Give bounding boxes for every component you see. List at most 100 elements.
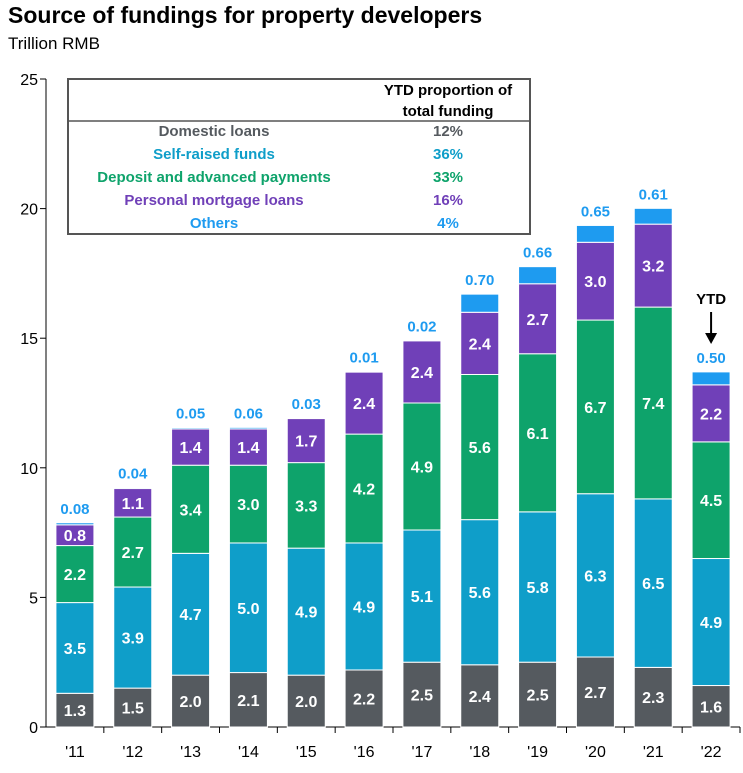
bar-segment bbox=[402, 339, 442, 342]
segment-value-label: 3.3 bbox=[295, 498, 317, 515]
y-tick-label: 10 bbox=[20, 461, 38, 478]
segment-value-label: 2.7 bbox=[122, 545, 144, 562]
legend-series-pct: 16% bbox=[433, 192, 463, 209]
segment-value-label: 6.3 bbox=[584, 568, 606, 585]
ytd-arrow-head bbox=[705, 333, 718, 344]
legend-series-name: Domestic loans bbox=[159, 123, 270, 140]
bar-segment bbox=[518, 266, 558, 285]
x-tick-label: '21 bbox=[643, 744, 664, 761]
chart-title: Source of fundings for property develope… bbox=[8, 2, 483, 28]
segment-value-label: 5.1 bbox=[411, 589, 433, 606]
legend-series-pct: 12% bbox=[433, 123, 463, 140]
segment-value-label: 3.9 bbox=[122, 631, 144, 648]
segment-value-label: 4.9 bbox=[295, 605, 317, 622]
others-value-label: 0.08 bbox=[60, 501, 89, 518]
bar-segment bbox=[575, 656, 615, 728]
chart-subtitle: Trillion RMB bbox=[8, 34, 100, 53]
bar-segment bbox=[228, 672, 268, 728]
segment-value-label: 2.4 bbox=[469, 689, 491, 706]
x-tick-label: '17 bbox=[411, 744, 432, 761]
bar-segment bbox=[113, 516, 153, 588]
bar-segment bbox=[113, 486, 153, 490]
segment-value-label: 2.2 bbox=[700, 406, 722, 423]
segment-value-label: 4.9 bbox=[353, 599, 375, 616]
segment-value-label: 2.1 bbox=[237, 693, 259, 710]
others-value-label: 0.01 bbox=[349, 350, 378, 367]
segment-value-label: 2.7 bbox=[584, 685, 606, 702]
segment-value-label: 3.5 bbox=[64, 641, 86, 658]
bar-segment bbox=[55, 545, 95, 604]
x-tick-label: '18 bbox=[469, 744, 490, 761]
y-tick-label: 25 bbox=[20, 72, 38, 89]
bar-segment bbox=[286, 417, 326, 420]
bar-segment bbox=[691, 371, 731, 386]
segment-value-label: 2.7 bbox=[526, 312, 548, 329]
segment-value-label: 5.6 bbox=[469, 440, 491, 457]
bar-segment bbox=[633, 498, 673, 668]
bar-segment bbox=[286, 674, 326, 728]
segment-value-label: 6.1 bbox=[526, 426, 548, 443]
others-value-label: 0.05 bbox=[176, 406, 205, 423]
bar-segment bbox=[228, 426, 268, 430]
bar-segment bbox=[228, 464, 268, 544]
segment-value-label: 1.1 bbox=[122, 496, 144, 513]
legend-series-name: Deposit and advanced payments bbox=[97, 169, 330, 186]
segment-value-label: 3.4 bbox=[179, 502, 201, 519]
segment-value-label: 2.5 bbox=[526, 688, 548, 705]
segment-value-label: 6.5 bbox=[642, 576, 664, 593]
others-value-label: 0.70 bbox=[465, 272, 494, 289]
segment-value-label: 1.7 bbox=[295, 434, 317, 451]
legend-series-pct: 33% bbox=[433, 169, 463, 186]
others-value-label: 0.06 bbox=[234, 405, 263, 422]
legend-header-text: total funding bbox=[403, 103, 494, 120]
bar-segment bbox=[460, 293, 500, 313]
segment-value-label: 2.4 bbox=[353, 396, 375, 413]
segment-value-label: 2.3 bbox=[642, 690, 664, 707]
y-tick-label: 0 bbox=[29, 720, 38, 737]
segment-value-label: 4.2 bbox=[353, 482, 375, 499]
bar-segment bbox=[518, 661, 558, 728]
segment-value-label: 5.6 bbox=[469, 585, 491, 602]
legend-series-name: Others bbox=[190, 215, 238, 232]
bar-segment bbox=[575, 224, 615, 243]
bar-segment bbox=[344, 371, 384, 435]
others-value-label: 0.65 bbox=[581, 203, 610, 220]
ytd-annotation: YTD bbox=[696, 291, 726, 344]
x-tick-label: '20 bbox=[585, 744, 606, 761]
bar-segment bbox=[633, 306, 673, 500]
bar-segment bbox=[402, 402, 442, 531]
x-tick-label: '13 bbox=[180, 744, 201, 761]
segment-value-label: 2.5 bbox=[411, 688, 433, 705]
bar-segment bbox=[344, 371, 384, 373]
x-tick-label: '22 bbox=[701, 744, 722, 761]
y-tick-label: 20 bbox=[20, 202, 38, 219]
segment-value-label: 2.0 bbox=[295, 694, 317, 711]
bar-segment bbox=[113, 687, 153, 728]
segment-value-label: 4.5 bbox=[700, 493, 722, 510]
bar-labels: 1.3 3.5 2.2 0.8 0.08 1.5 3.9 2.7 1.1 0.04 2.0 4.7 3.… bbox=[60, 186, 725, 720]
x-tick-label: '14 bbox=[238, 744, 259, 761]
bar-segment bbox=[286, 418, 326, 464]
segment-value-label: 7.4 bbox=[642, 396, 664, 413]
x-tick-label: '11 bbox=[65, 744, 85, 761]
bar-segment bbox=[171, 464, 211, 554]
bar-segment bbox=[55, 692, 95, 728]
x-tick-label: '16 bbox=[354, 744, 375, 761]
bar-segment bbox=[171, 674, 211, 728]
segment-value-label: 1.3 bbox=[64, 703, 86, 720]
bar-segment bbox=[633, 666, 673, 728]
bar-segment bbox=[344, 669, 384, 728]
segment-value-label: 2.2 bbox=[353, 691, 375, 708]
others-value-label: 0.61 bbox=[639, 186, 668, 203]
y-tick-label: 5 bbox=[29, 590, 38, 607]
legend-box bbox=[67, 78, 531, 235]
segment-value-label: 1.4 bbox=[179, 440, 201, 457]
segment-value-label: 1.5 bbox=[122, 701, 144, 718]
segment-value-label: 2.2 bbox=[64, 567, 86, 584]
y-tick-label: 15 bbox=[20, 331, 38, 348]
others-value-label: 0.03 bbox=[292, 396, 321, 413]
bar-segment bbox=[633, 207, 673, 225]
segment-value-label: 2.4 bbox=[411, 365, 433, 382]
legend-series-pct: 36% bbox=[433, 146, 463, 163]
ytd-annotation-text: YTD bbox=[696, 291, 726, 308]
